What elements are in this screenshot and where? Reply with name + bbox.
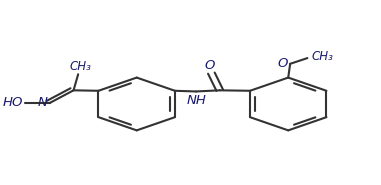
Text: O: O [278, 57, 288, 70]
Text: O: O [204, 59, 215, 72]
Text: N: N [38, 96, 48, 109]
Text: CH₃: CH₃ [311, 51, 333, 63]
Text: NH: NH [187, 94, 207, 107]
Text: HO: HO [3, 96, 23, 110]
Text: CH₃: CH₃ [69, 60, 91, 73]
